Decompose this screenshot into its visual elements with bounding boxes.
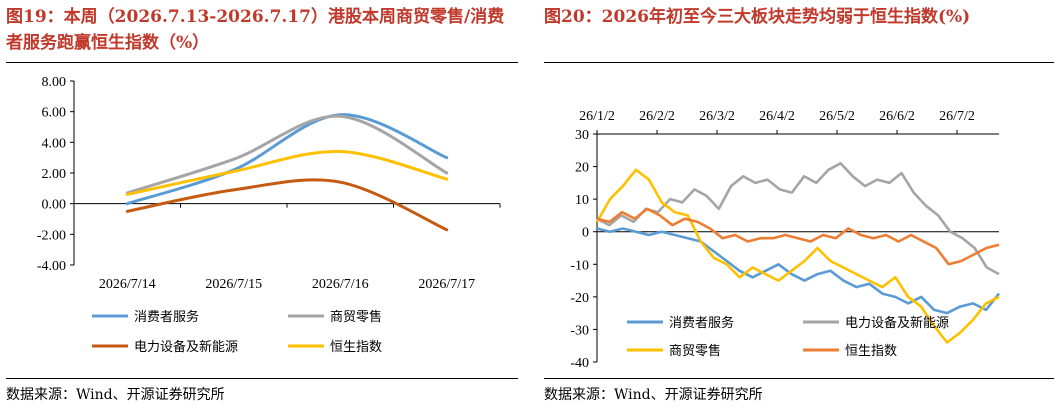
series-line-2	[595, 168, 1000, 344]
y-tick-label-5: 6.00	[42, 106, 67, 121]
y-tick-label-2: 0.00	[42, 198, 67, 213]
series-line-2	[125, 178, 449, 232]
x-tick-label-0: 26/1/2	[579, 109, 615, 124]
y-tick-label-4: 4.00	[42, 136, 67, 151]
y-tick-label-5: 10	[575, 193, 589, 208]
figure20-chart: -40 -30 -20 -10 0 10 20 30 26/1/2 26/2/2 26/3/2 26/…	[570, 109, 1001, 371]
y-tick-label-4: 0	[582, 226, 589, 241]
figure19-chart: -4.00 -2.00 0.00 2.00 4.00 6.00 8.00 2026/7/14 2…	[37, 75, 501, 355]
series-line-1	[596, 162, 1000, 276]
figure19-source: 数据来源：Wind、开源证券研究所	[6, 387, 225, 403]
y-tick-label-0: -4.00	[37, 259, 66, 274]
legend-label-3: 恒生指数	[330, 340, 382, 355]
x-tick-label-0: 2026/7/14	[99, 277, 156, 292]
y-tick-label-0: -40	[570, 356, 589, 371]
x-tick-label-3: 26/4/2	[759, 109, 795, 124]
series-line-1	[125, 114, 449, 195]
legend-label-1: 商贸零售	[330, 309, 382, 325]
y-tick-label-3: 2.00	[42, 167, 67, 182]
x-tick-label-4: 26/5/2	[819, 109, 855, 124]
x-tick-label-5: 26/6/2	[879, 109, 915, 124]
figure20-title-rule	[544, 62, 1054, 63]
legend-label-0: 消费者服务	[134, 309, 199, 325]
x-tick-label-3: 2026/7/17	[418, 277, 475, 292]
x-tick-label-2: 2026/7/16	[312, 277, 369, 292]
legend-label-0: 消费者服务	[669, 315, 734, 331]
series-line-3	[125, 150, 449, 196]
series-line-0	[596, 227, 1001, 315]
figure20-source: 数据来源：Wind、开源证券研究所	[544, 387, 763, 403]
figure20-source-rule	[544, 378, 1054, 379]
y-tick-label-3: -10	[570, 258, 589, 273]
y-tick-label-1: -2.00	[37, 228, 66, 243]
figure19-source-rule	[6, 378, 518, 379]
x-tick-label-1: 26/2/2	[639, 109, 675, 124]
x-tick-label-2: 26/3/2	[699, 109, 735, 124]
series-line-0	[125, 113, 449, 206]
legend-label-3: 恒生指数	[845, 344, 897, 359]
x-tick-label-6: 26/7/2	[939, 109, 975, 124]
legend-label-2: 商贸零售	[669, 343, 721, 359]
legend-label-1: 电力设备及新能源	[845, 315, 949, 331]
y-tick-label-2: -20	[570, 291, 589, 306]
figure19-title: 图19：本周（2026.7.13-2026.7.17）港股本周商贸零售/消费者服…	[6, 7, 505, 53]
x-tick-label-1: 2026/7/15	[205, 277, 262, 292]
figure20-title: 图20：2026年初至今三大板块走势均弱于恒生指数(%)	[544, 7, 971, 27]
legend-label-2: 电力设备及新能源	[134, 339, 238, 355]
figure19-title-rule	[6, 62, 518, 63]
y-tick-label-7: 30	[575, 128, 589, 143]
y-tick-label-6: 8.00	[42, 75, 67, 90]
y-tick-label-1: -30	[570, 323, 589, 338]
y-tick-label-6: 20	[575, 161, 589, 176]
